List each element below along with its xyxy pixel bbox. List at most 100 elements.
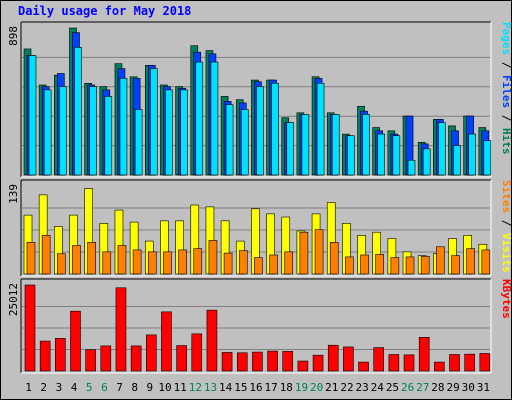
x-tick-label: 16 [249, 381, 262, 394]
x-tick-label: 9 [147, 381, 154, 394]
bar-sites [102, 251, 112, 275]
bar-kbytes [403, 354, 415, 372]
bar-sites [41, 235, 51, 275]
bar-sites [254, 257, 263, 275]
legend-part: Visits [500, 233, 512, 273]
bar-pages [316, 83, 325, 176]
bar-kbytes [358, 361, 369, 372]
bar-sites [360, 254, 369, 275]
bar-kbytes [236, 352, 248, 372]
bar-pages [286, 122, 295, 176]
legend-part: / [500, 108, 512, 128]
x-tick-label: 17 [265, 381, 278, 394]
bar-sites [451, 255, 460, 275]
bar-kbytes [115, 287, 127, 372]
bar-pages [407, 159, 416, 176]
x-tick-label: 22 [340, 381, 353, 394]
bar-sites [238, 250, 248, 275]
x-tick-label: 30 [462, 381, 475, 394]
bar-sites [481, 249, 491, 275]
bar-pages [453, 145, 461, 176]
x-tick-label: 28 [431, 381, 444, 394]
x-tick-label: 31 [477, 381, 490, 394]
bar-kbytes [479, 353, 491, 372]
bar-kbytes [39, 340, 51, 372]
bar-sites [420, 255, 430, 275]
bar-pages [347, 135, 355, 176]
x-tick-label: 13 [204, 381, 217, 394]
bar-pages [165, 89, 173, 176]
bar-kbytes [70, 310, 81, 372]
y-max-label: 25012 [7, 283, 20, 316]
x-tick-label: 6 [101, 381, 108, 394]
x-tick-label: 10 [158, 381, 171, 394]
bar-pages [392, 135, 401, 176]
bar-kbytes [373, 347, 385, 372]
bar-pages [271, 83, 279, 176]
legend-part: / [500, 213, 512, 233]
series-legend-label: Pages / Files / Hits [500, 22, 512, 155]
bar-sites [390, 257, 400, 275]
bar-sites [466, 248, 475, 275]
bar-pages [28, 55, 37, 176]
bar-sites [147, 251, 157, 275]
chart-title: Daily usage for May 2018 [18, 4, 192, 18]
bar-kbytes [145, 334, 157, 372]
bar-sites [314, 229, 324, 275]
x-tick-label: 18 [280, 381, 293, 394]
bar-sites [436, 246, 445, 275]
y-max-label: 139 [7, 184, 20, 204]
bar-sites [223, 252, 233, 275]
x-tick-label: 14 [219, 381, 233, 394]
bar-sites [269, 254, 278, 275]
x-tick-label: 20 [310, 381, 323, 394]
bar-pages [74, 47, 82, 176]
bar-sites [132, 249, 142, 275]
bar-pages [438, 122, 446, 176]
bar-sites [178, 249, 187, 275]
x-tick-label: 26 [401, 381, 414, 394]
bar-sites [299, 231, 309, 275]
bar-kbytes [176, 345, 187, 372]
bar-kbytes [100, 345, 112, 372]
bar-pages [377, 133, 386, 176]
bar-kbytes [297, 360, 309, 372]
x-tick-label: 15 [234, 381, 247, 394]
bar-kbytes [191, 333, 203, 372]
bar-sites [57, 253, 66, 275]
bar-pages [422, 148, 431, 176]
bar-kbytes [55, 338, 66, 372]
bar-kbytes [464, 353, 475, 372]
bar-pages [134, 109, 143, 176]
x-tick-label: 2 [40, 381, 47, 394]
x-tick-label: 12 [189, 381, 202, 394]
x-tick-label: 25 [386, 381, 399, 394]
bar-pages [256, 86, 264, 176]
x-tick-label: 21 [325, 381, 338, 394]
bar-pages [180, 89, 188, 176]
bar-sites [117, 245, 127, 275]
bar-pages [301, 114, 310, 176]
x-tick-label: 7 [116, 381, 123, 394]
x-tick-label: 29 [446, 381, 459, 394]
bar-kbytes [130, 345, 142, 372]
bar-pages [59, 86, 67, 176]
bar-kbytes [252, 351, 263, 372]
bar-kbytes [24, 284, 36, 372]
bar-kbytes [388, 354, 400, 372]
bar-pages [195, 61, 204, 176]
x-tick-label: 24 [371, 381, 385, 394]
bar-kbytes [434, 361, 445, 372]
bar-kbytes [221, 352, 233, 372]
bar-pages [89, 86, 97, 176]
bar-sites [87, 242, 96, 275]
legend-part: Files [500, 75, 512, 108]
legend-part: / [500, 55, 512, 75]
bar-pages [331, 114, 340, 176]
x-tick-label: 1 [25, 381, 32, 394]
legend-part: KBytes [500, 279, 512, 319]
legend-part: Hits [500, 128, 512, 155]
bar-kbytes [312, 354, 324, 372]
bar-kbytes [282, 351, 294, 372]
bar-pages [483, 140, 492, 176]
